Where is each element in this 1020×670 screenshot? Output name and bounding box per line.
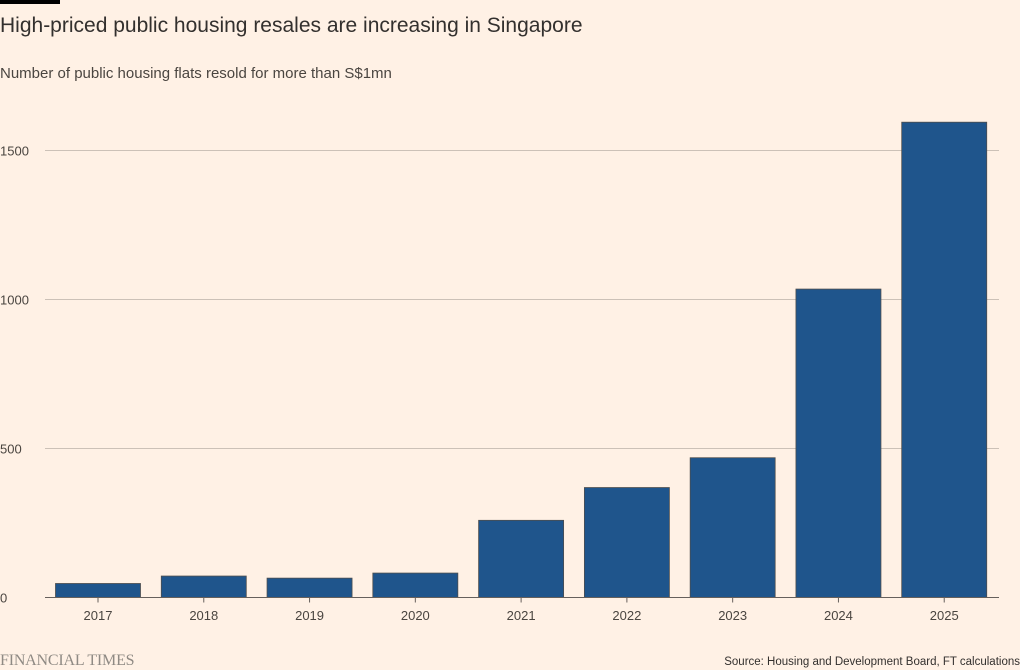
x-tick-label: 2018 xyxy=(189,608,218,623)
bar-chart: 0 500 1000 1500 2017 2018 2019 2020 2021 2022 2023… xyxy=(0,121,999,623)
y-tick-label: 0 xyxy=(0,591,7,606)
chart-title: High-priced public housing resales are i… xyxy=(0,14,583,37)
bar xyxy=(689,457,776,598)
brand-accent-bar xyxy=(0,0,60,4)
bar xyxy=(901,121,988,598)
bars xyxy=(55,121,988,598)
x-tick-label: 2020 xyxy=(401,608,430,623)
x-tick-label: 2022 xyxy=(612,608,641,623)
x-tick-label: 2021 xyxy=(507,608,536,623)
bar xyxy=(55,583,141,598)
x-tick-label: 2023 xyxy=(718,608,747,623)
y-tick-label: 1500 xyxy=(0,144,29,159)
ft-logo: FINANCIAL TIMES xyxy=(0,652,135,669)
bar xyxy=(372,572,459,598)
source-note: Source: Housing and Development Board, F… xyxy=(724,656,1020,668)
x-tick-label: 2017 xyxy=(84,608,113,623)
x-tick-label: 2025 xyxy=(930,608,959,623)
bar xyxy=(266,577,353,598)
x-tick-label: 2024 xyxy=(824,608,853,623)
x-tick-label: 2019 xyxy=(295,608,324,623)
y-tick-label: 500 xyxy=(0,442,22,457)
bar xyxy=(583,487,670,598)
bar xyxy=(160,575,247,598)
bar xyxy=(795,288,882,598)
axes: 0 500 1000 1500 2017 2018 2019 2020 2021 2022 2023… xyxy=(0,144,999,623)
chart-subtitle: Number of public housing flats resold fo… xyxy=(0,65,392,82)
y-tick-label: 1000 xyxy=(0,293,29,308)
bar xyxy=(478,519,565,598)
